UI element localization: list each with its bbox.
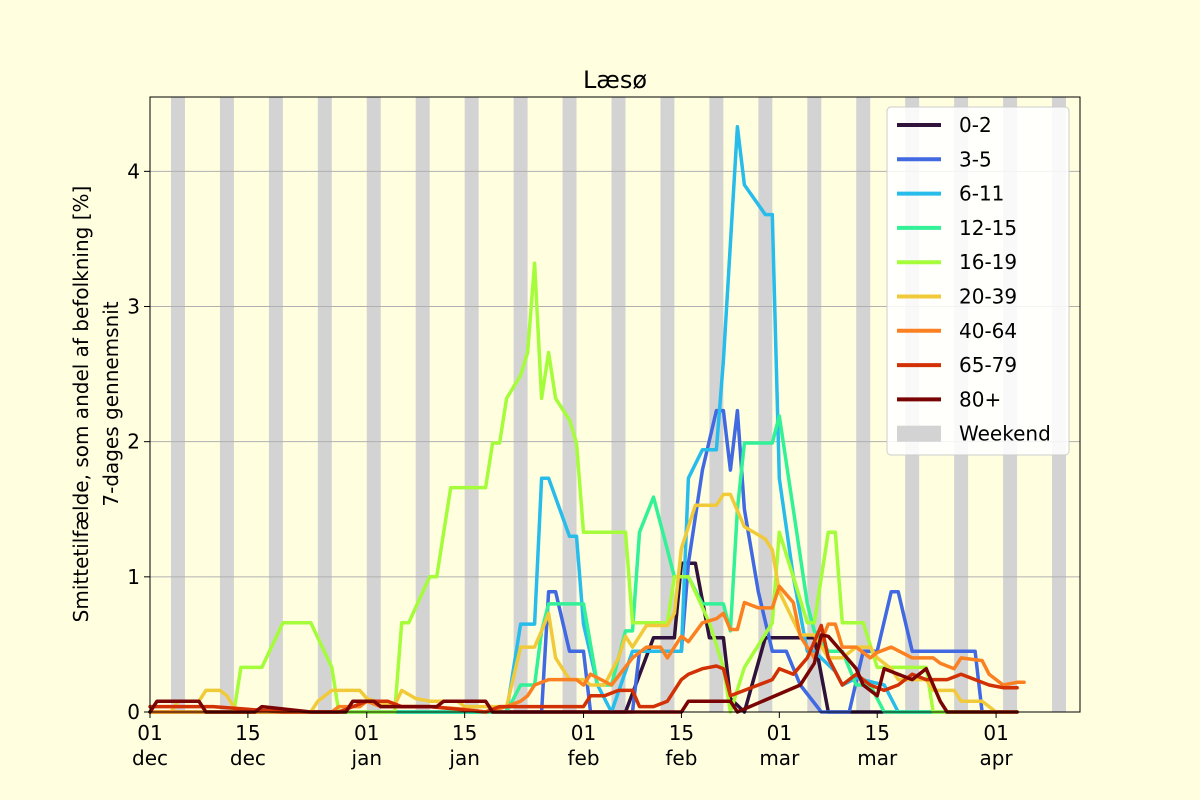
x-tick-day: 15 <box>669 721 694 745</box>
x-tick-month: apr <box>979 746 1013 770</box>
y-tick-label: 3 <box>127 295 140 319</box>
x-tick-day: 01 <box>767 721 792 745</box>
x-tick-day: 01 <box>137 721 162 745</box>
weekend-band <box>366 97 381 712</box>
weekend-band <box>317 97 332 712</box>
weekend-band <box>219 97 234 712</box>
weekend-band <box>709 97 724 712</box>
weekend-band <box>611 97 626 712</box>
x-tick-month: dec <box>132 746 168 770</box>
plot-frame <box>149 96 1081 713</box>
y-axis-label-line2: 7-dages gennemsnit <box>99 301 123 506</box>
legend-swatch-weekend <box>897 425 941 442</box>
y-tick-label: 4 <box>127 159 140 183</box>
legend: 0-2 3-5 6-11 12-15 16-19 20-39 40-64 65-79 80+ We… <box>886 106 1070 456</box>
weekend-band <box>758 97 773 712</box>
chart-title: Læsø <box>583 66 647 94</box>
series-line-16-19 <box>148 261 1019 714</box>
weekend-band <box>268 97 283 712</box>
x-tick-month: mar <box>857 746 898 770</box>
y-tick-label: 1 <box>127 565 140 589</box>
x-tick-month: jan <box>448 746 480 770</box>
weekend-band <box>562 97 577 712</box>
x-tick-month: feb <box>568 746 600 770</box>
x-tick-day: 01 <box>354 721 379 745</box>
y-tick-label: 0 <box>127 700 140 724</box>
legend-label: 6-11 <box>959 182 1004 206</box>
weekend-band <box>513 97 528 712</box>
y-axis: 0 1 2 3 4 <box>127 159 150 724</box>
legend-label: Weekend <box>959 422 1051 446</box>
weekend-band <box>856 97 871 712</box>
legend-label: 16-19 <box>959 250 1017 274</box>
x-tick-month: feb <box>665 746 697 770</box>
x-tick-month: jan <box>351 746 383 770</box>
x-tick-day: 15 <box>452 721 477 745</box>
legend-label: 3-5 <box>959 147 992 171</box>
x-tick-month: dec <box>230 746 266 770</box>
legend-label: 12-15 <box>959 216 1017 240</box>
x-axis: 01dec15dec01jan15jan01feb15feb01mar15mar… <box>132 712 1013 770</box>
legend-label: 40-64 <box>959 319 1017 343</box>
legend-label: 65-79 <box>959 353 1017 377</box>
x-tick-day: 01 <box>983 721 1008 745</box>
legend-label: 80+ <box>959 387 1001 411</box>
series-line-6-11 <box>148 124 1019 714</box>
x-tick-month: mar <box>759 746 800 770</box>
weekend-band <box>415 97 430 712</box>
y-tick-label: 2 <box>127 430 140 454</box>
weekend-band <box>807 97 822 712</box>
weekend-band <box>170 97 185 712</box>
series-line-3-5 <box>148 408 1019 714</box>
weekend-band <box>464 97 479 712</box>
x-tick-day: 01 <box>571 721 596 745</box>
legend-label: 20-39 <box>959 285 1017 309</box>
x-tick-day: 15 <box>235 721 260 745</box>
legend-label: 0-2 <box>959 113 992 137</box>
series-line-20-39 <box>148 492 1019 714</box>
x-tick-day: 15 <box>864 721 889 745</box>
y-axis-label-line1: Smittetilfælde, som andel af befolkning … <box>69 186 93 623</box>
